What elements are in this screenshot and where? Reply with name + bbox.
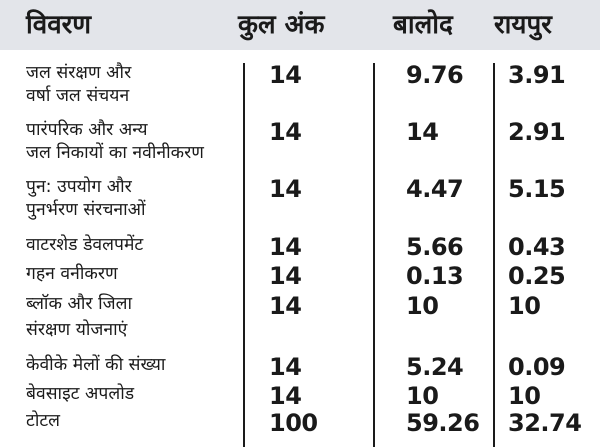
row-label: जल निकायों का नवीनीकरण	[26, 143, 204, 163]
table-header: विवरण कुल अंक बालोद रायपुर	[0, 0, 600, 50]
raipur-value: 3.91	[508, 61, 566, 89]
row-label: वर्षा जल संचयन	[26, 86, 130, 106]
total-value: 14	[269, 61, 302, 89]
total-value: 14	[269, 175, 302, 203]
balod-value: 14	[406, 118, 439, 146]
row-label: पुनर्भरण संरचनाओं	[26, 200, 146, 220]
row-label: बेवसाइट अपलोड	[26, 384, 135, 404]
balod-value: 10	[406, 382, 439, 410]
header-details: विवरण	[26, 10, 92, 40]
total-value: 14	[269, 382, 302, 410]
balod-value: 5.24	[406, 353, 464, 381]
balod-value: 9.76	[406, 61, 464, 89]
balod-value: 0.13	[406, 262, 464, 290]
raipur-value: 5.15	[508, 175, 566, 203]
raipur-value: 2.91	[508, 118, 566, 146]
row-label: वाटरशेड डेवलपमेंट	[26, 235, 144, 255]
raipur-value: 32.74	[508, 409, 582, 437]
column-divider	[493, 63, 495, 447]
header-balod: बालोद	[393, 10, 453, 40]
total-value: 14	[269, 292, 302, 320]
raipur-value: 10	[508, 382, 541, 410]
raipur-value: 10	[508, 292, 541, 320]
column-divider	[243, 63, 245, 447]
header-total: कुल अंक	[238, 10, 325, 40]
row-label: ब्लॉक और जिला	[26, 294, 133, 314]
balod-value: 59.26	[406, 409, 480, 437]
raipur-value: 0.09	[508, 353, 566, 381]
row-label: गहन वनीकरण	[26, 264, 118, 284]
row-label: संरक्षण योजनाएं	[26, 320, 128, 340]
column-divider	[373, 63, 375, 447]
balod-value: 5.66	[406, 233, 464, 261]
header-raipur: रायपुर	[494, 10, 552, 40]
row-label: जल संरक्षण और	[26, 63, 132, 83]
total-value: 14	[269, 118, 302, 146]
row-label: पारंपरिक और अन्य	[26, 120, 148, 140]
raipur-value: 0.25	[508, 262, 566, 290]
row-label: टोटल	[26, 411, 61, 431]
row-label: केवीके मेलों की संख्या	[26, 355, 166, 375]
total-value: 14	[269, 233, 302, 261]
balod-value: 10	[406, 292, 439, 320]
row-label: पुन: उपयोग और	[26, 177, 132, 197]
balod-value: 4.47	[406, 175, 464, 203]
raipur-value: 0.43	[508, 233, 566, 261]
total-value: 14	[269, 262, 302, 290]
total-value: 100	[269, 409, 318, 437]
total-value: 14	[269, 353, 302, 381]
